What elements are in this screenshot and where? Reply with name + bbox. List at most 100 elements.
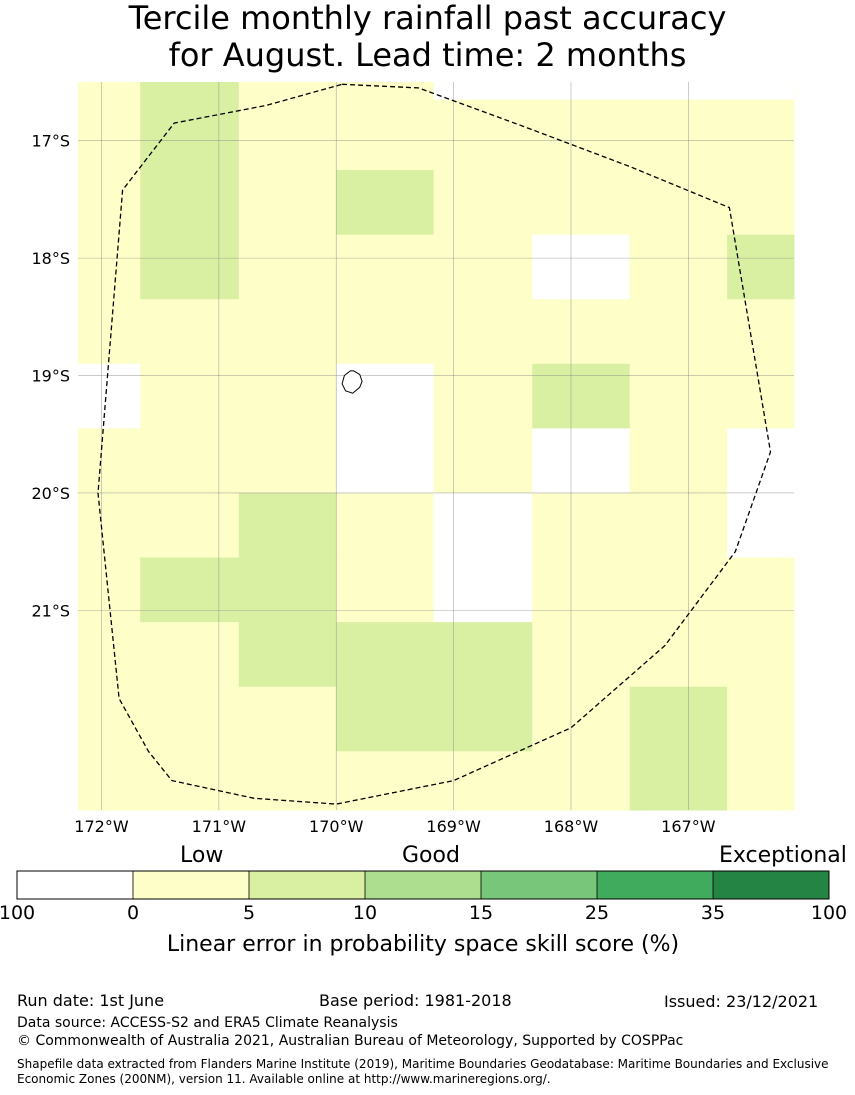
eez-boundary-line [97, 83, 772, 805]
grid-cell-low [78, 170, 141, 236]
title-line-1: Tercile monthly rainfall past accuracy [128, 0, 727, 37]
no-data-strip [433, 82, 794, 100]
lat-tick-label: 20°S [31, 484, 70, 503]
grid-cell-low [140, 686, 240, 752]
grid-cell-good [238, 492, 337, 559]
grid-cell-good [629, 751, 728, 811]
colorbar-tick-label: 10 [352, 902, 378, 924]
grid-cell-low [238, 751, 337, 811]
grid-cell-low [78, 299, 141, 365]
grid-cell-none [532, 428, 631, 494]
grid-cell-low [629, 428, 728, 494]
grid-cell-good [532, 363, 631, 429]
colorbar-tick-label: 100 [810, 902, 848, 924]
grid-cell-good [336, 170, 435, 236]
grid-cell-low [433, 428, 533, 494]
grid-cell-low [727, 751, 795, 811]
category-exceptional-label: Exceptional [719, 843, 847, 868]
grid-cell-low [238, 170, 337, 236]
grid-cell-low [336, 82, 435, 171]
colorbar-bin [597, 871, 713, 899]
grid-cell-good [140, 557, 240, 623]
lon-tick-label: 172°W [74, 817, 129, 836]
grid-cell-low [238, 82, 337, 171]
grid-cell-low [140, 428, 240, 494]
grid-cell-good [629, 686, 728, 752]
eez-boundary [97, 83, 772, 805]
grid-cell-low [629, 299, 728, 365]
grid-cell-low [532, 622, 631, 688]
grid-cell-low [238, 686, 337, 752]
skill-map: 172°W 171°W 170°W 169°W 168°W 167°W 17°S 18°S 19… [16, 82, 830, 900]
colorbar-tick-label: 100 [0, 902, 36, 924]
copyright: © Commonwealth of Australia 2021, Austra… [17, 1033, 684, 1049]
grid-cell-low [727, 557, 795, 623]
grid-cell-good [727, 234, 795, 300]
grid-cell-low [727, 299, 795, 365]
grid-cell-good [140, 82, 240, 171]
lat-tick-label: 18°S [31, 249, 70, 268]
grid-cell-low [336, 299, 435, 365]
grid-cell-none [532, 234, 631, 300]
colorbar-bin [365, 871, 481, 899]
grid-cell-low [727, 686, 795, 752]
grid-cell-low [629, 557, 728, 623]
colorbar-tick-label: 35 [700, 902, 726, 924]
lon-tick-label: 167°W [661, 817, 716, 836]
grid-cell-good [140, 170, 240, 236]
grid-cell-low [78, 557, 141, 623]
grid-cell-low [78, 82, 141, 171]
skill-grid [78, 82, 795, 811]
grid-cell-low [140, 492, 240, 559]
lat-tick-label: 21°S [31, 601, 70, 620]
grid-cell-low [238, 363, 337, 429]
grid-cell-low [532, 751, 631, 811]
grid-cell-low [336, 492, 435, 559]
grid-cell-low [629, 622, 728, 688]
grid-cell-low [140, 751, 240, 811]
colorbar-tick-label: 5 [242, 902, 256, 924]
grid-cell-low [336, 234, 435, 300]
colorbar-bin [17, 871, 133, 899]
data-source: Data source: ACCESS-S2 and ERA5 Climate … [17, 1015, 398, 1031]
lat-tick-label: 17°S [31, 132, 70, 151]
grid-cell-good [336, 686, 435, 752]
grid-cell-low [238, 234, 337, 300]
grid-cell-low [727, 170, 795, 236]
grid-cell-low [532, 170, 631, 236]
grid-cell-low [78, 234, 141, 300]
grid-cell-none [336, 428, 435, 494]
grid-cell-low [433, 234, 533, 300]
grid-cell-good [433, 686, 533, 752]
grid-cell-low [336, 751, 435, 811]
grid-cell-low [78, 686, 141, 752]
colorbar-frame [16, 870, 830, 900]
grid-cell-good [336, 622, 435, 688]
grid-cell-low [532, 299, 631, 365]
colorbar-bin [133, 871, 249, 899]
grid-cell-low [78, 492, 141, 559]
title-line-2: for August. Lead time: 2 months [168, 36, 687, 74]
grid-cell-good [140, 234, 240, 300]
grid-cell-none [78, 363, 141, 429]
colorbar-bin [249, 871, 365, 899]
lon-tick-label: 171°W [192, 817, 247, 836]
lon-tick-label: 168°W [544, 817, 599, 836]
map-title: Tercile monthly rainfall past accuracy f… [0, 0, 855, 74]
grid-cell-low [78, 428, 141, 494]
colorbar-tick-label: 25 [584, 902, 610, 924]
colorbar-tick-label: 15 [468, 902, 494, 924]
lat-tick-label: 19°S [31, 367, 70, 386]
grid-cell-low [238, 428, 337, 494]
grid-cell-low [238, 299, 337, 365]
grid-cell-low [433, 299, 533, 365]
grid-cell-low [629, 234, 728, 300]
colorbar-label: Linear error in probability space skill … [166, 932, 680, 957]
grid-cell-none [727, 492, 795, 559]
grid-cell-low [629, 363, 728, 429]
grid-cell-low [78, 751, 141, 811]
category-good-label: Good [402, 843, 460, 868]
grid-cell-good [433, 622, 533, 688]
grid-cell-low [532, 492, 631, 559]
lon-tick-label: 170°W [309, 817, 364, 836]
